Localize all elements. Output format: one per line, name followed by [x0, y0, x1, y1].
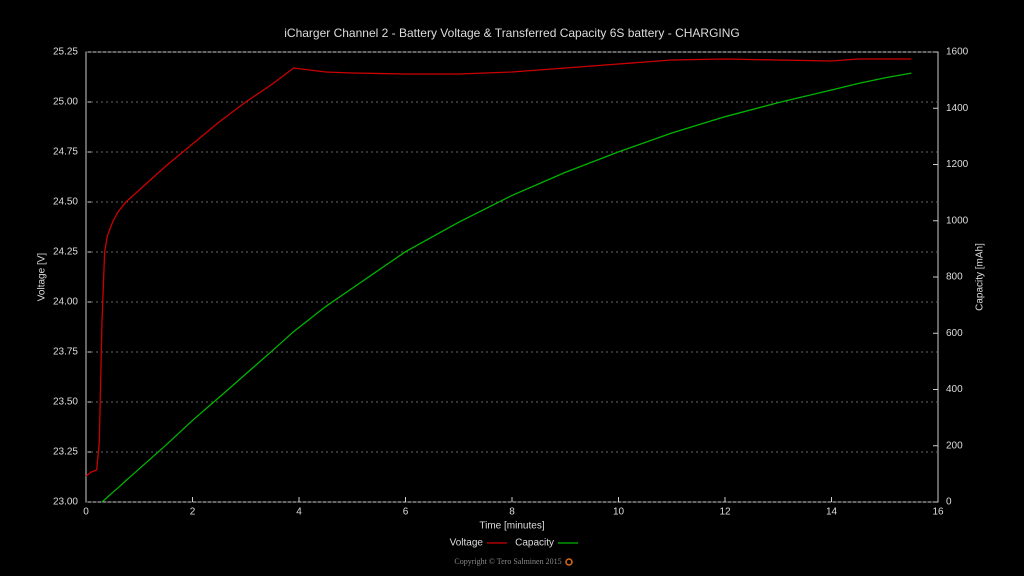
y-tick-label: 23.00	[53, 497, 78, 508]
y2-tick-label: 1000	[946, 215, 969, 226]
legend-label: Capacity	[515, 538, 554, 549]
y2-tick-label: 200	[946, 440, 963, 451]
footer-icon	[565, 558, 573, 566]
y2-axis-label: Capacity [mAh]	[975, 243, 986, 311]
x-tick-label: 12	[719, 507, 731, 518]
footer: Copyright © Tero Salminen 2015	[454, 557, 561, 566]
line-voltage	[85, 58, 912, 477]
y-axis-label: Voltage [V]	[37, 253, 48, 302]
y-tick-label: 24.50	[53, 197, 78, 208]
y2-tick-label: 1600	[946, 47, 969, 58]
x-tick-label: 10	[613, 507, 625, 518]
y-tick-label: 24.75	[53, 147, 78, 158]
x-tick-label: 6	[403, 507, 409, 518]
x-tick-label: 16	[932, 507, 944, 518]
y-tick-label: 25.25	[53, 47, 78, 58]
y2-tick-label: 1400	[946, 103, 969, 114]
y-tick-label: 23.50	[53, 397, 78, 408]
y2-tick-label: 0	[946, 497, 952, 508]
x-tick-label: 2	[190, 507, 196, 518]
x-tick-label: 4	[296, 507, 302, 518]
y-tick-label: 24.25	[53, 247, 78, 258]
plot-frame	[85, 51, 939, 503]
y-tick-label: 25.00	[53, 97, 78, 108]
y2-tick-label: 400	[946, 384, 963, 395]
x-tick-label: 14	[826, 507, 838, 518]
x-axis-label: Time [minutes]	[479, 521, 544, 532]
x-tick-label: 0	[83, 507, 89, 518]
legend-label: Voltage	[450, 538, 484, 549]
line-capacity	[101, 72, 912, 503]
chart-title: iCharger Channel 2 - Battery Voltage & T…	[284, 26, 740, 40]
y-tick-label: 23.75	[53, 347, 78, 358]
y2-tick-label: 800	[946, 272, 963, 283]
y2-tick-label: 600	[946, 328, 963, 339]
y2-tick-label: 1200	[946, 159, 969, 170]
x-tick-label: 8	[509, 507, 515, 518]
y-tick-label: 23.25	[53, 447, 78, 458]
y-tick-label: 24.00	[53, 297, 78, 308]
